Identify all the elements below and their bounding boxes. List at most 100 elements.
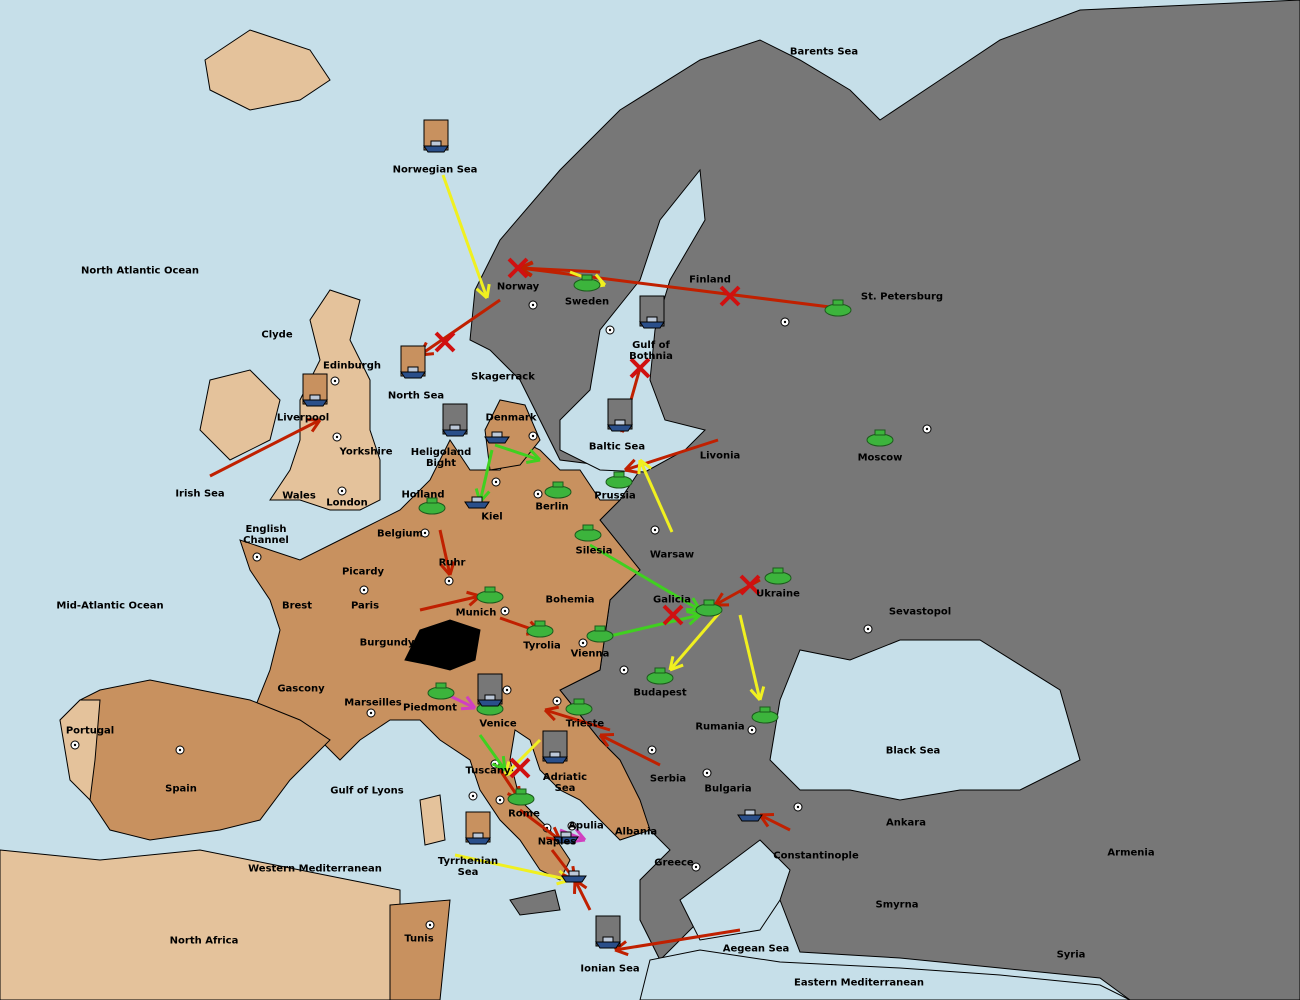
supply-center-dot	[705, 771, 709, 775]
army-turret	[613, 471, 625, 478]
army-turret	[435, 682, 447, 689]
territory-label: Gulf of Bothnia	[629, 340, 673, 362]
order-arrow	[419, 594, 481, 612]
territory-label: Gulf of Lyons	[330, 785, 404, 797]
arrow-head	[594, 273, 607, 286]
territory-label: Clyde	[261, 329, 293, 341]
supply-center-dot	[471, 794, 475, 798]
fleet-unit	[423, 145, 449, 153]
army-unit	[764, 571, 792, 585]
order-arrow	[478, 449, 494, 503]
supply-center-dot	[650, 748, 654, 752]
failed-order-mark	[719, 285, 741, 307]
territory-label: Moscow	[857, 452, 903, 464]
supply-center-dot	[796, 805, 800, 809]
arrow-head	[460, 706, 476, 711]
order-arrow	[447, 693, 476, 710]
fleet-unit	[484, 436, 510, 444]
arrow-head	[758, 686, 766, 701]
failed-order-mark	[739, 574, 761, 596]
failed-order-mark	[662, 604, 684, 626]
denmark-land	[484, 399, 541, 471]
ireland-land	[199, 369, 281, 461]
territory-label: Mid-Atlantic Ocean	[56, 600, 164, 612]
supply-center-dot	[531, 303, 535, 307]
arrow-head	[668, 655, 675, 671]
supply-center-dot	[653, 528, 657, 532]
order-arrow	[589, 543, 701, 612]
army-unit	[824, 303, 852, 317]
army-turret	[484, 586, 496, 593]
fleet-unit	[465, 837, 491, 845]
territory-label: Piedmont	[403, 702, 457, 714]
territory-label: Albania	[614, 826, 658, 838]
army-unit	[476, 590, 504, 604]
tunis-land	[389, 899, 451, 1000]
supply-center-dot	[178, 748, 182, 752]
arrow-head	[598, 734, 610, 748]
arrow-head	[749, 688, 762, 702]
arrow-head	[439, 563, 452, 576]
arrow-head	[448, 561, 456, 576]
army-turret	[573, 698, 585, 705]
order-arrow	[519, 266, 831, 309]
fleet-unit	[302, 399, 328, 407]
supply-center-dot	[428, 923, 432, 927]
arrow-head	[525, 458, 541, 464]
army-turret	[552, 481, 564, 488]
territory-label: Irish Sea	[175, 488, 225, 500]
territory-label: Paris	[350, 600, 380, 612]
supply-center-dot	[783, 320, 787, 324]
territory-label: Warsaw	[649, 549, 695, 561]
territory-label: Heligoland Bight	[410, 447, 472, 469]
supply-center-dot	[494, 480, 498, 484]
territory-label: Portugal	[65, 725, 115, 737]
army-unit	[427, 686, 455, 700]
territory-label: Naples	[537, 836, 577, 848]
arrow-head	[529, 448, 542, 462]
territory-label: Galicia	[653, 594, 691, 606]
arrow-head	[543, 708, 556, 722]
fleet-deck	[472, 832, 484, 839]
territory-label: Baltic Sea	[588, 441, 646, 453]
fleet-deck	[568, 870, 580, 877]
order-arrow	[454, 853, 571, 882]
order-arrow	[441, 174, 489, 299]
territory-label: Rome	[508, 808, 540, 820]
supply-center-dot	[608, 328, 612, 332]
army-unit	[565, 702, 593, 716]
fleet-deck	[614, 419, 626, 426]
arrow-head	[623, 458, 636, 472]
army-turret	[581, 274, 593, 281]
territory-label: Ionian Sea	[580, 963, 640, 975]
territory-label: Armenia	[1107, 847, 1155, 859]
supply-center-dot	[498, 798, 502, 802]
army-unit	[751, 710, 779, 724]
fleet-deck	[602, 936, 614, 943]
fleet-flag	[542, 730, 568, 762]
territory-label: Burgundy	[359, 637, 415, 649]
territory-label: Yorkshire	[339, 446, 393, 458]
switzerland	[404, 619, 481, 671]
territory-label: Vienna	[570, 648, 610, 660]
order-arrow	[614, 928, 741, 952]
territory-label: Budapest	[633, 687, 687, 699]
territory-label: Edinburgh	[322, 360, 382, 372]
territory-label: Sweden	[564, 296, 610, 308]
territory-label: Apulia	[568, 820, 604, 832]
territory-label: St. Petersburg	[860, 291, 944, 303]
territory-label: Ankara	[886, 817, 926, 829]
black-sea	[769, 639, 1081, 801]
army-turret	[832, 299, 844, 306]
territory-label: Barents Sea	[789, 46, 859, 58]
territory-label: Spain	[165, 783, 197, 795]
fleet-deck	[549, 751, 561, 758]
supply-center-dot	[570, 824, 574, 828]
order-arrow	[668, 611, 722, 671]
territory-label: Munich	[455, 607, 497, 619]
army-unit	[526, 624, 554, 638]
army-turret	[426, 497, 438, 504]
fleet-unit	[639, 321, 665, 329]
arrow-head	[544, 705, 560, 712]
